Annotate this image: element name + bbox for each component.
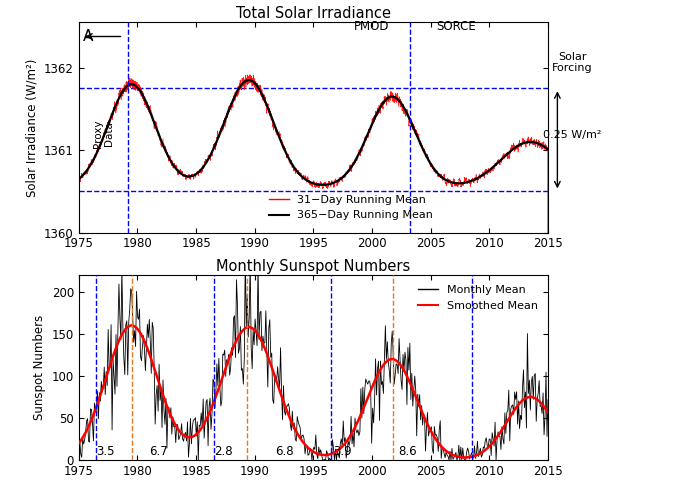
Text: 6.7: 6.7 [149, 446, 168, 458]
Text: PMOD: PMOD [354, 20, 390, 33]
Text: 6.8: 6.8 [275, 446, 293, 458]
Y-axis label: Solar Irradiance (W/m²): Solar Irradiance (W/m²) [25, 58, 38, 196]
Legend: Monthly Mean, Smoothed Mean: Monthly Mean, Smoothed Mean [414, 280, 543, 315]
Title: Monthly Sunspot Numbers: Monthly Sunspot Numbers [216, 259, 410, 274]
Text: SORCE: SORCE [436, 20, 476, 33]
Legend: 31−Day Running Mean, 365−Day Running Mean: 31−Day Running Mean, 365−Day Running Mea… [264, 190, 438, 225]
Y-axis label: Sunspot Numbers: Sunspot Numbers [33, 315, 46, 420]
Text: Solar
Forcing: Solar Forcing [552, 52, 593, 74]
Text: 8.6: 8.6 [398, 446, 416, 458]
Text: 2.8: 2.8 [214, 446, 232, 458]
Text: 3.5: 3.5 [97, 446, 115, 458]
Title: Total Solar Irradiance: Total Solar Irradiance [236, 6, 391, 22]
Text: 0.25 W/m²: 0.25 W/m² [543, 130, 602, 140]
Text: 3.9: 3.9 [334, 446, 352, 458]
Text: A: A [82, 29, 93, 44]
Text: Proxy
Data: Proxy Data [92, 120, 114, 148]
